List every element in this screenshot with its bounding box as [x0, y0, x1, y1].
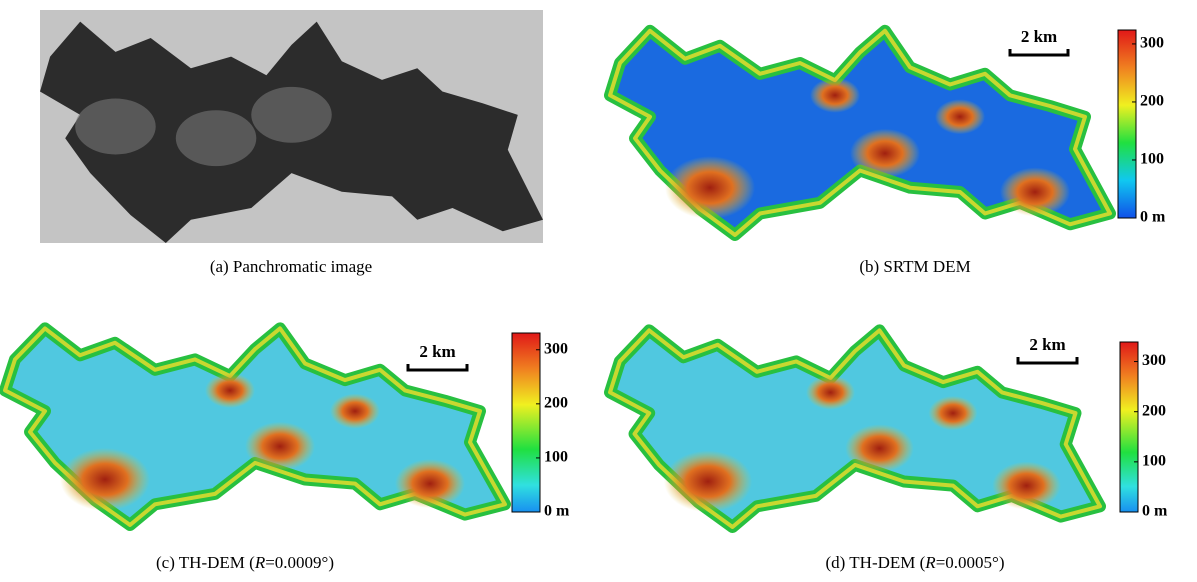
scale-bar — [1010, 49, 1068, 55]
dem-peak — [992, 462, 1061, 510]
colorbar — [512, 333, 540, 512]
dem-peak — [929, 396, 978, 430]
caption-part: (c) TH-DEM ( — [156, 553, 255, 572]
panel: 0 m 100 200 300 2 km (d) TH-DEM (R=0.0005°) — [610, 330, 1168, 572]
dem-peak — [845, 424, 914, 472]
scale-bar-label: 2 km — [1021, 27, 1057, 46]
caption-part: R — [924, 553, 936, 572]
caption-part: (d) TH-DEM ( — [826, 553, 926, 572]
colorbar — [1120, 342, 1138, 512]
caption: (b) SRTM DEM — [859, 257, 970, 276]
colorbar-tick-label: 200 — [544, 395, 568, 412]
scale-bar-label: 2 km — [1029, 335, 1065, 354]
scale-bar — [1018, 357, 1077, 363]
caption: (d) TH-DEM (R=0.0005°) — [826, 553, 1005, 572]
dem-peak — [60, 448, 150, 511]
colorbar-tick-label: 200 — [1142, 402, 1166, 419]
caption-part: R — [254, 553, 266, 572]
dem-peak — [1000, 168, 1070, 217]
colorbar-tick-label: 100 — [1140, 151, 1164, 168]
dem-peak — [665, 156, 755, 219]
dem-peak — [395, 459, 465, 508]
caption: (a) Panchromatic image — [210, 257, 372, 276]
dem-peak — [850, 129, 920, 178]
colorbar-tick-label: 100 — [544, 449, 568, 466]
scale-bar-label: 2 km — [419, 342, 455, 361]
dem-peak — [205, 373, 255, 408]
colorbar-tick-label: 300 — [544, 340, 568, 357]
colorbar-tick-label: 300 — [1140, 35, 1164, 52]
urban-area — [176, 110, 256, 166]
colorbar-tick-label: 0 m — [544, 503, 570, 520]
panel: (a) Panchromatic image — [40, 10, 543, 276]
colorbar-tick-label: 0 m — [1142, 503, 1168, 520]
caption-part: (a) Panchromatic image — [210, 257, 372, 276]
panel: 0 m 100 200 300 2 km (b) SRTM DEM — [610, 27, 1166, 276]
dem-peak — [330, 394, 380, 429]
colorbar-tick-label: 0 m — [1140, 209, 1166, 226]
scale-bar — [408, 364, 467, 370]
caption: (c) TH-DEM (R=0.0009°) — [156, 553, 334, 572]
colorbar-tick-label: 200 — [1140, 93, 1164, 110]
caption-part: =0.0009°) — [265, 553, 334, 572]
dem-peak — [935, 99, 985, 134]
dem-peak — [245, 422, 315, 471]
colorbar — [1118, 30, 1136, 218]
colorbar-tick-label: 100 — [1142, 453, 1166, 470]
figure: (a) Panchromatic image 0 m 100 200 300 2 km (b… — [0, 0, 1197, 582]
urban-area — [251, 87, 331, 143]
dem-peak — [810, 78, 860, 113]
panel: 0 m 100 200 300 2 km (c) TH-DEM (R=0.0009°) — [5, 328, 570, 572]
caption-part: (b) SRTM DEM — [859, 257, 970, 276]
colorbar-tick-label: 300 — [1142, 352, 1166, 369]
caption-part: =0.0005°) — [936, 553, 1005, 572]
dem-peak — [806, 375, 855, 409]
urban-area — [75, 99, 155, 155]
dem-peak — [664, 451, 752, 513]
